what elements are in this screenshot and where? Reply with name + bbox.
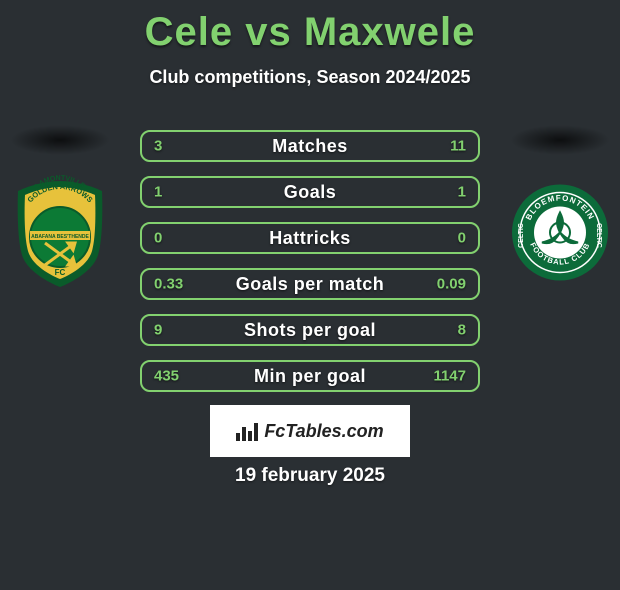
stat-row-matches: 3 Matches 11 [140, 130, 480, 162]
svg-text:CELTIC: CELTIC [518, 223, 525, 248]
stat-label: Goals [284, 182, 337, 203]
stat-row-hattricks: 0 Hattricks 0 [140, 222, 480, 254]
player-left-column: LAMONTVILLE GOLDEN ARROWS ABAFANA BES'TH… [10, 125, 110, 290]
svg-text:ABAFANA BES'THENDE: ABAFANA BES'THENDE [31, 234, 89, 240]
footer-date: 19 february 2025 [0, 465, 620, 487]
stat-label: Goals per match [236, 274, 385, 295]
stat-label: Matches [272, 136, 348, 157]
stat-left-value: 3 [154, 138, 162, 155]
bars-icon [236, 421, 258, 441]
stats-table: 3 Matches 11 1 Goals 1 0 Hattricks 0 0.3… [140, 130, 480, 392]
lamontville-golden-arrows-badge: LAMONTVILLE GOLDEN ARROWS ABAFANA BES'TH… [10, 175, 110, 290]
stat-right-value: 0.09 [437, 276, 466, 293]
brand-text: FcTables.com [264, 421, 383, 442]
svg-text:CELTIC: CELTIC [595, 223, 602, 248]
stat-right-value: 8 [458, 322, 466, 339]
stat-label: Shots per goal [244, 320, 376, 341]
stat-left-value: 1 [154, 184, 162, 201]
stat-right-value: 0 [458, 230, 466, 247]
svg-text:FC: FC [55, 268, 66, 277]
stat-label: Hattricks [269, 228, 351, 249]
stat-row-goals: 1 Goals 1 [140, 176, 480, 208]
fctables-brand-box: FcTables.com [210, 405, 410, 457]
stat-row-min-per-goal: 435 Min per goal 1147 [140, 360, 480, 392]
page-subtitle: Club competitions, Season 2024/2025 [0, 67, 620, 88]
stat-row-goals-per-match: 0.33 Goals per match 0.09 [140, 268, 480, 300]
stat-row-shots-per-goal: 9 Shots per goal 8 [140, 314, 480, 346]
player-right-column: BLOEMFONTEIN FOOTBALL CLUB CELTIC CELTIC [510, 125, 610, 290]
stat-left-value: 0.33 [154, 276, 183, 293]
stat-left-value: 9 [154, 322, 162, 339]
stat-left-value: 435 [154, 368, 179, 385]
stat-right-value: 1 [458, 184, 466, 201]
stat-left-value: 0 [154, 230, 162, 247]
stat-right-value: 1147 [433, 368, 466, 385]
stat-right-value: 11 [450, 138, 466, 155]
avatar-shadow-left [10, 125, 110, 155]
avatar-shadow-right [510, 125, 610, 155]
stat-label: Min per goal [254, 366, 366, 387]
page-title: Cele vs Maxwele [0, 10, 620, 55]
bloemfontein-celtic-badge: BLOEMFONTEIN FOOTBALL CLUB CELTIC CELTIC [510, 175, 610, 290]
